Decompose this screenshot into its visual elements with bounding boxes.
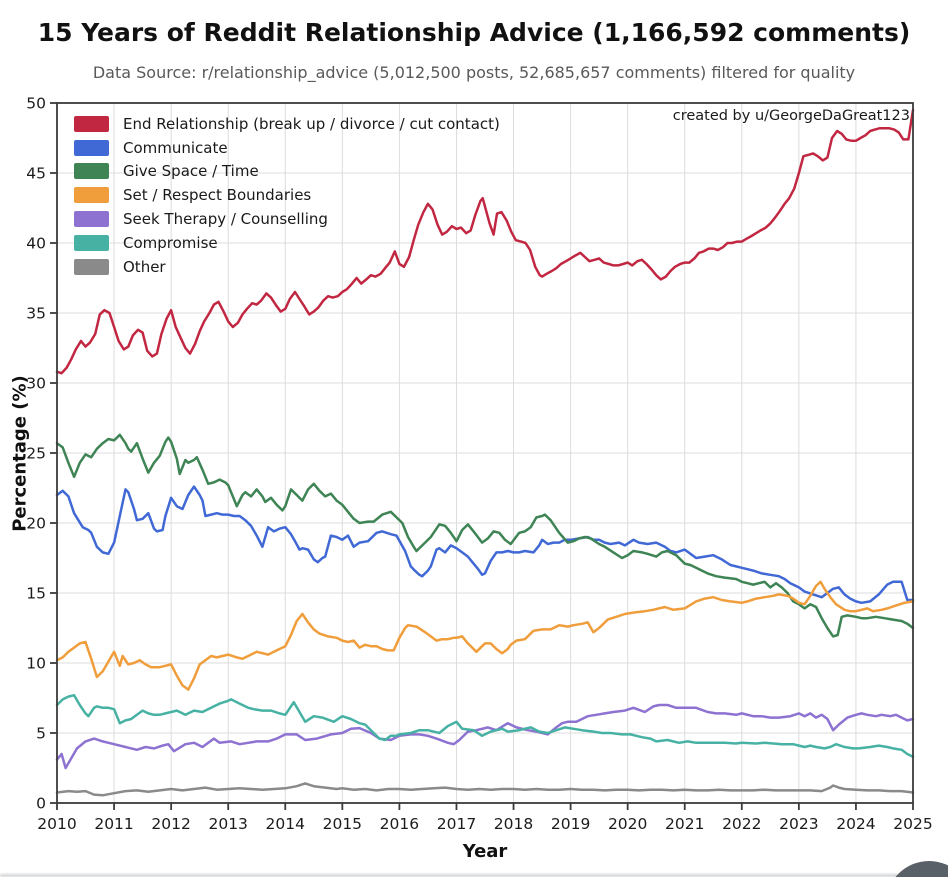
x-axis-label: Year [462, 841, 508, 862]
x-tick-label: 2011 [94, 815, 133, 833]
x-tick-label: 2014 [266, 815, 305, 833]
y-tick-label: 5 [36, 725, 46, 743]
y-tick-label: 50 [26, 95, 46, 113]
x-tick-label: 2019 [551, 815, 590, 833]
legend-swatch [74, 163, 109, 180]
y-tick-label: 25 [26, 445, 46, 463]
series-line [55, 580, 915, 691]
legend-label: End Relationship (break up / divorce / c… [123, 114, 500, 133]
y-tick-label: 40 [26, 235, 46, 253]
x-tick-label: 2021 [665, 815, 704, 833]
chart-legend: End Relationship (break up / divorce / c… [74, 112, 500, 279]
legend-swatch [74, 258, 109, 275]
y-tick-label: 10 [26, 655, 46, 673]
page-title: 15 Years of Reddit Relationship Advice (… [37, 18, 911, 47]
series-line [55, 485, 915, 605]
legend-item: Set / Respect Boundaries [74, 183, 500, 207]
y-tick-label: 35 [26, 305, 46, 323]
x-tick-label: 2023 [779, 815, 818, 833]
legend-label: Set / Respect Boundaries [123, 186, 312, 205]
y-tick-label: 45 [26, 165, 46, 183]
x-tick-label: 2022 [722, 815, 761, 833]
bottom-edge-shadow [0, 874, 948, 877]
x-tick-label: 2020 [608, 815, 647, 833]
legend-item: Communicate [74, 136, 500, 160]
x-tick-label: 2012 [151, 815, 190, 833]
legend-label: Seek Therapy / Counselling [123, 210, 328, 229]
x-tick-label: 2013 [208, 815, 247, 833]
x-tick-label: 2017 [437, 815, 476, 833]
y-tick-label: 20 [26, 515, 46, 533]
legend-swatch [74, 115, 109, 132]
legend-label: Give Space / Time [123, 162, 259, 181]
y-tick-label: 30 [26, 375, 46, 393]
x-tick-label: 2010 [37, 815, 76, 833]
legend-label: Communicate [123, 138, 228, 157]
legend-label: Compromise [123, 233, 218, 252]
series-line [55, 108, 915, 375]
series-line [55, 693, 915, 759]
legend-swatch [74, 187, 109, 204]
watermark-credit: created by u/GeorgeDaGreat123 [672, 108, 910, 124]
legend-item: End Relationship (break up / divorce / c… [74, 112, 500, 136]
legend-label: Other [123, 257, 166, 276]
y-tick-label: 0 [36, 795, 46, 813]
legend-item: Give Space / Time [74, 160, 500, 184]
legend-swatch [74, 211, 109, 228]
page-subtitle: Data Source: r/relationship_advice (5,01… [92, 63, 856, 82]
x-tick-label: 2018 [494, 815, 533, 833]
series-line [55, 703, 915, 770]
legend-item: Compromise [74, 231, 500, 255]
y-tick-label: 15 [26, 585, 46, 603]
legend-item: Seek Therapy / Counselling [74, 207, 500, 231]
x-tick-label: 2015 [323, 815, 362, 833]
legend-swatch [74, 139, 109, 156]
y-axis-label: Percentage (%) [9, 375, 31, 532]
series-line [55, 433, 915, 638]
x-tick-label: 2024 [836, 815, 875, 833]
series-line [55, 782, 915, 797]
x-tick-label: 2016 [380, 815, 419, 833]
legend-swatch [74, 234, 109, 251]
x-tick-label: 2025 [893, 815, 932, 833]
legend-item: Other [74, 255, 500, 279]
